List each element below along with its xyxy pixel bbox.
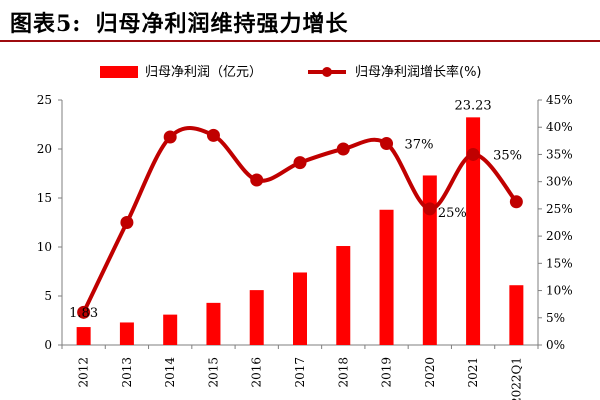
chart-legend: 归母净利润（亿元） 归母净利润增长率(%) bbox=[100, 64, 482, 80]
title-rule bbox=[0, 40, 600, 42]
x-tick-label: 2018 bbox=[336, 357, 350, 388]
growth-point bbox=[206, 128, 220, 142]
y-left-tick-label: 0 bbox=[44, 338, 52, 352]
bar bbox=[249, 290, 264, 345]
data-label: 25% bbox=[438, 206, 467, 221]
y-right-tick-label: 25% bbox=[546, 202, 573, 216]
figure-title: 图表5: 归母净利润维持强力增长 bbox=[10, 6, 348, 38]
growth-point bbox=[293, 156, 307, 170]
data-label: 35% bbox=[493, 148, 522, 163]
y-left-tick-label: 5 bbox=[44, 289, 52, 303]
bar bbox=[119, 322, 134, 345]
data-label: 1.83 bbox=[69, 306, 98, 321]
x-tick-label: 2014 bbox=[163, 357, 177, 388]
legend-line-label: 归母净利润增长率(%) bbox=[355, 64, 482, 80]
x-tick-label: 2016 bbox=[250, 357, 264, 388]
y-right-tick-label: 10% bbox=[546, 284, 573, 298]
y-right-tick-label: 5% bbox=[546, 311, 565, 325]
y-right-tick-label: 35% bbox=[546, 147, 573, 161]
y-left-tick-label: 25 bbox=[37, 93, 52, 107]
figure-label: 图表5: bbox=[10, 11, 82, 37]
x-tick-label: 2021 bbox=[466, 357, 480, 388]
legend-line-marker bbox=[322, 67, 332, 77]
y-right-tick-label: 15% bbox=[546, 256, 573, 270]
bar bbox=[466, 117, 481, 345]
data-labels: 1.83 23.23 37% 25% 35% bbox=[69, 98, 522, 321]
legend-bar-label: 归母净利润（亿元） bbox=[145, 65, 262, 80]
legend-bar-swatch bbox=[100, 66, 138, 78]
growth-point bbox=[163, 130, 177, 144]
bar bbox=[509, 285, 524, 345]
data-label: 23.23 bbox=[454, 98, 491, 113]
x-tick-label: 2020 bbox=[423, 357, 437, 388]
growth-point bbox=[509, 195, 523, 209]
bar bbox=[293, 272, 307, 345]
x-tick-label: 2017 bbox=[293, 357, 307, 388]
growth-point bbox=[466, 147, 480, 161]
x-tick-label: 2013 bbox=[120, 357, 134, 388]
x-tick-label: 2019 bbox=[380, 357, 394, 388]
growth-point bbox=[120, 216, 134, 229]
growth-point bbox=[380, 137, 394, 151]
y-left-tick-label: 10 bbox=[37, 240, 52, 254]
growth-point bbox=[423, 202, 437, 216]
x-tick-label: 2012 bbox=[77, 357, 91, 388]
bar bbox=[76, 327, 91, 345]
chart-axes: 0 5 10 15 20 25 0% 5% 10% 15% 20% 25% 30% 35% 40% 45% 20… bbox=[37, 93, 573, 400]
growth-point bbox=[77, 305, 91, 319]
x-tick-label: 2015 bbox=[206, 357, 220, 388]
y-right-tick-label: 40% bbox=[546, 120, 573, 134]
growth-point bbox=[250, 173, 264, 187]
y-right-tick-label: 45% bbox=[546, 93, 573, 107]
y-left-tick-label: 15 bbox=[37, 191, 52, 205]
bar bbox=[379, 209, 394, 345]
x-tick-label: 2022Q1 bbox=[509, 357, 523, 400]
bar bbox=[336, 246, 351, 345]
y-left-tick-label: 20 bbox=[37, 142, 52, 156]
bar-series bbox=[76, 117, 524, 345]
line-series bbox=[77, 126, 523, 319]
y-right-tick-label: 20% bbox=[546, 229, 573, 243]
bar bbox=[163, 314, 178, 345]
bar bbox=[422, 175, 437, 345]
growth-point bbox=[336, 142, 350, 156]
data-label: 37% bbox=[405, 138, 434, 153]
y-right-tick-label: 0% bbox=[546, 338, 565, 352]
y-right-tick-label: 30% bbox=[546, 175, 573, 189]
bar bbox=[206, 302, 221, 345]
figure-title-text: 归母净利润维持强力增长 bbox=[95, 11, 349, 37]
